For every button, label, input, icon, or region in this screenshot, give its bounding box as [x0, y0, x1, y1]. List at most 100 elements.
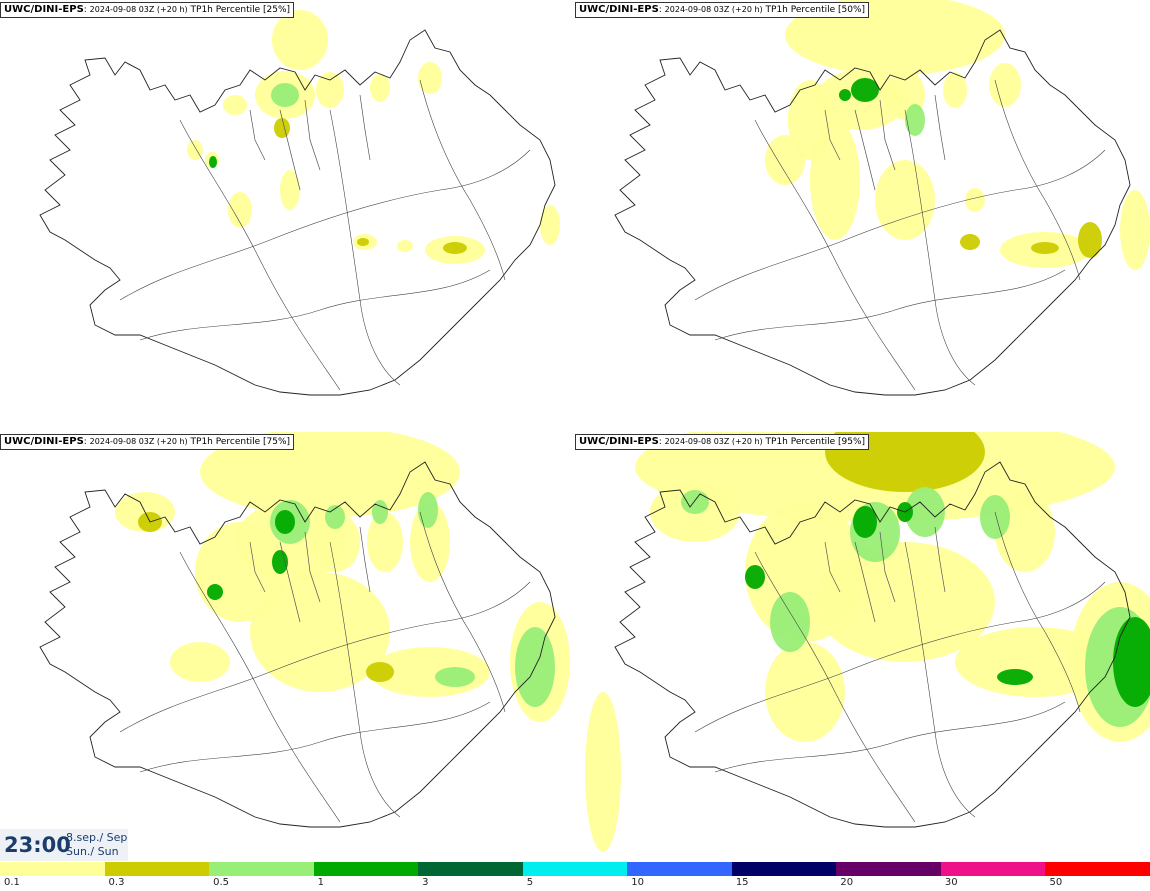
colorbar-segment	[104, 862, 210, 876]
precip-area	[250, 572, 390, 692]
precip-area	[765, 135, 805, 185]
precip-area	[810, 120, 860, 240]
iceland-precip-map	[614, 0, 1150, 396]
iceland-precip-map	[39, 10, 560, 396]
road-line	[119, 581, 531, 733]
road-line	[994, 79, 1081, 281]
colorbar-segment	[731, 862, 837, 876]
road-line	[179, 551, 341, 823]
colorbar-tick-label: 30	[944, 877, 958, 888]
precip-area	[325, 505, 345, 529]
precip-area	[443, 242, 467, 254]
iceland-precip-map	[585, 432, 1150, 852]
precip-area	[875, 160, 935, 240]
precip-area	[943, 72, 967, 108]
colorbar-ticks: 0.1 0.3 0.5 1 3 5 10 15 20 30 50	[0, 877, 1150, 891]
precip-area	[435, 667, 475, 687]
valid-time-box: 23:00 8.sep./ Sep Sun./ Sun	[0, 829, 128, 861]
road-line	[329, 109, 401, 386]
river-line	[304, 531, 321, 603]
precip-area	[310, 512, 360, 572]
precip-area	[995, 492, 1055, 572]
valid-date-line2: Sun./ Sun	[66, 845, 119, 858]
road-line	[714, 701, 1066, 773]
precip-area	[839, 89, 851, 101]
river-line	[854, 541, 876, 623]
precip-area	[418, 62, 442, 94]
river-line	[879, 531, 896, 603]
road-line	[419, 79, 506, 281]
river-line	[249, 109, 266, 161]
precip-area	[187, 140, 203, 160]
precip-area	[397, 240, 413, 252]
precip-area	[965, 188, 985, 212]
colorbar-tick-label: 1	[317, 877, 324, 888]
river-line	[359, 94, 371, 161]
road-line	[139, 701, 491, 773]
precip-area	[681, 490, 709, 514]
precip-area	[905, 104, 925, 136]
colorbar-tick-label: 50	[1049, 877, 1063, 888]
road-line	[419, 511, 506, 713]
precip-area	[370, 74, 390, 102]
iceland-precip-map	[39, 432, 570, 828]
precip-area	[200, 432, 460, 517]
colorbar-tick-label: 20	[840, 877, 854, 888]
precip-area	[410, 502, 450, 582]
precip-area	[853, 506, 877, 538]
river-line	[854, 109, 876, 191]
colorbar-tick-label: 0.1	[4, 877, 20, 888]
colorbar-segment	[836, 862, 941, 876]
panel-title: UWC/DINI-EPS: 2024-09-08 03Z (+20 h) TP1…	[0, 2, 295, 18]
coastline	[39, 461, 556, 828]
valid-date-line1: 8.sep./ Sep	[66, 831, 128, 844]
precip-area	[765, 642, 845, 742]
road-line	[694, 149, 1106, 301]
coastline	[614, 461, 1131, 828]
colorbar-tick-label: 15	[735, 877, 749, 888]
colorbar-segment	[418, 862, 523, 876]
river-line	[279, 541, 301, 623]
road-line	[119, 149, 531, 301]
precip-area	[372, 500, 388, 524]
precip-area	[960, 234, 980, 250]
river-line	[824, 541, 841, 593]
precip-area	[585, 692, 621, 852]
precip-area	[989, 63, 1021, 107]
colorbar-tick-label: 3	[422, 877, 429, 888]
precip-area	[367, 512, 403, 572]
road-line	[754, 551, 916, 823]
precip-area	[223, 95, 247, 115]
precip-area	[815, 542, 995, 662]
precip-area	[1031, 242, 1059, 254]
colorbar-segment	[313, 862, 419, 876]
road-line	[694, 581, 1106, 733]
road-line	[179, 119, 341, 391]
panel-title: UWC/DINI-EPS: 2024-09-08 03Z (+20 h) TP1…	[575, 434, 870, 450]
precip-area	[851, 78, 879, 102]
precip-area	[357, 238, 369, 246]
river-line	[934, 526, 946, 593]
road-line	[139, 269, 491, 341]
colorbar-segment	[940, 862, 1046, 876]
panel-title: UWC/DINI-EPS: 2024-09-08 03Z (+20 h) TP1…	[575, 2, 870, 18]
colorbar-segment	[627, 862, 732, 876]
panel-title: UWC/DINI-EPS: 2024-09-08 03Z (+20 h) TP1…	[0, 434, 295, 450]
precip-area	[207, 584, 223, 600]
precip-area	[1078, 222, 1102, 258]
map-panel-50: UWC/DINI-EPS: 2024-09-08 03Z (+20 h) TP1…	[575, 0, 1150, 432]
precip-area	[275, 510, 295, 534]
precip-colorbar	[0, 862, 1150, 876]
precip-area	[1113, 617, 1150, 707]
precip-area	[170, 642, 230, 682]
precip-area	[980, 495, 1010, 539]
map-panel-75: UWC/DINI-EPS: 2024-09-08 03Z (+20 h) TP1…	[0, 432, 575, 864]
precip-area	[366, 662, 394, 682]
precip-area	[540, 205, 560, 245]
precip-area	[228, 192, 252, 228]
precip-area	[316, 72, 344, 108]
precip-area	[997, 669, 1033, 685]
road-line	[904, 541, 976, 818]
precip-area	[280, 170, 300, 210]
colorbar-segment	[1045, 862, 1150, 876]
